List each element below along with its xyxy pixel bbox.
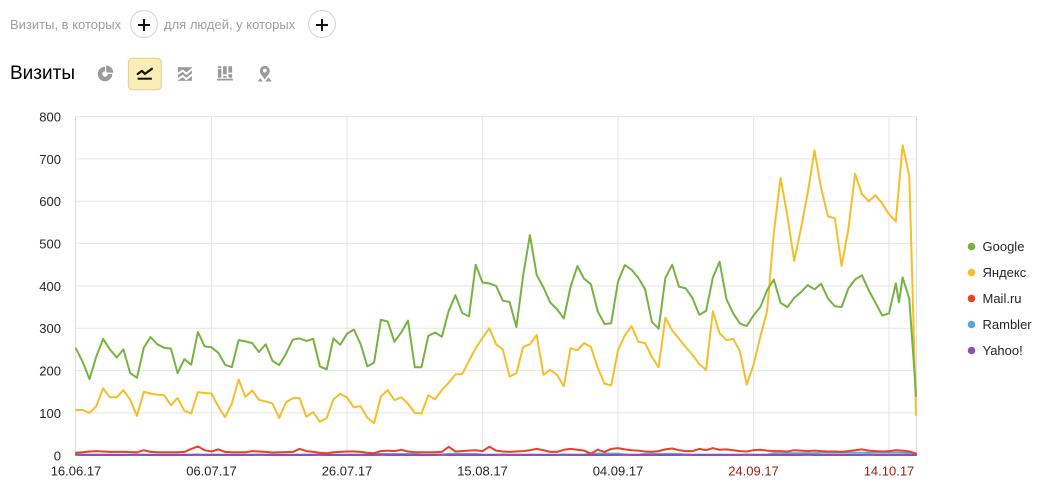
svg-text:400: 400 [39, 279, 61, 294]
svg-text:06.07.17: 06.07.17 [186, 464, 237, 479]
svg-text:100: 100 [39, 406, 61, 421]
svg-text:200: 200 [39, 364, 61, 379]
svg-text:800: 800 [39, 110, 61, 125]
svg-text:15.08.17: 15.08.17 [457, 464, 508, 479]
svg-text:0: 0 [54, 448, 61, 463]
svg-text:600: 600 [39, 194, 61, 209]
svg-text:500: 500 [39, 237, 61, 252]
svg-text:Яндекс: Яндекс [983, 265, 1027, 280]
svg-text:26.07.17: 26.07.17 [322, 464, 373, 479]
svg-text:16.06.17: 16.06.17 [51, 464, 102, 479]
svg-text:300: 300 [39, 321, 61, 336]
svg-text:14.10.17: 14.10.17 [864, 464, 915, 479]
svg-text:Google: Google [983, 239, 1025, 254]
svg-text:24.09.17: 24.09.17 [728, 464, 779, 479]
svg-text:700: 700 [39, 152, 61, 167]
svg-text:04.09.17: 04.09.17 [593, 464, 644, 479]
svg-text:Mail.ru: Mail.ru [983, 291, 1022, 306]
svg-text:Rambler: Rambler [983, 317, 1033, 332]
svg-text:Yahoo!: Yahoo! [983, 343, 1023, 358]
